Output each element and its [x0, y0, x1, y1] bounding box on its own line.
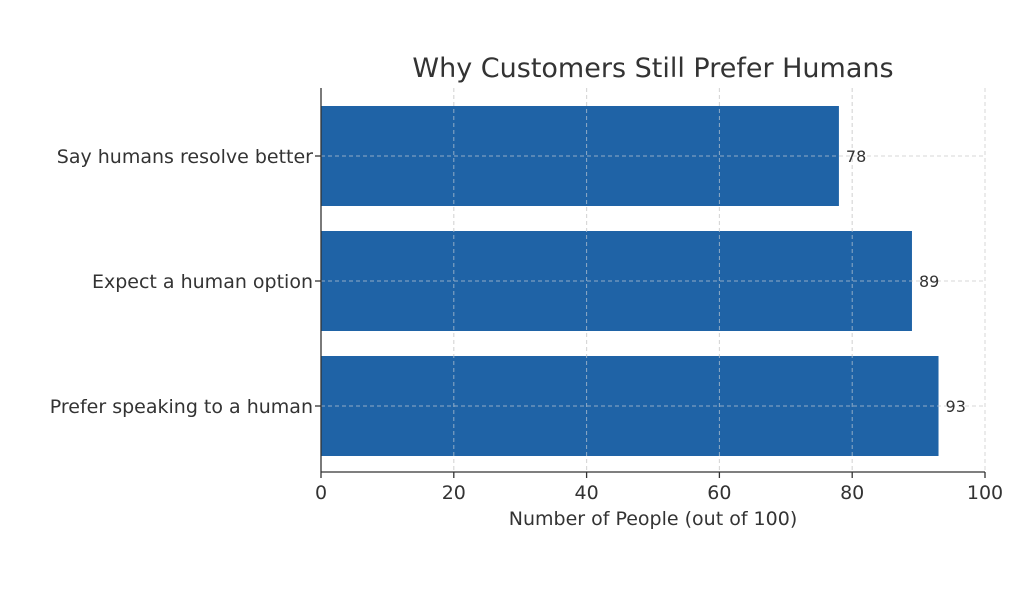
- y-tick-label: Expect a human option: [92, 271, 313, 293]
- y-tick-label: Say humans resolve better: [57, 146, 313, 168]
- x-tick-label: 100: [967, 482, 1003, 504]
- x-tick-label: 20: [442, 482, 466, 504]
- data-label: 89: [919, 272, 939, 291]
- x-tick-label: 0: [315, 482, 327, 504]
- data-label: 93: [946, 397, 966, 416]
- data-label: 78: [846, 147, 866, 166]
- chart-title: Why Customers Still Prefer Humans: [412, 53, 893, 84]
- x-axis-label: Number of People (out of 100): [509, 508, 797, 530]
- x-tick-label: 80: [840, 482, 864, 504]
- y-tick-label: Prefer speaking to a human: [50, 396, 313, 418]
- x-tick-label: 60: [707, 482, 731, 504]
- x-tick-label: 40: [575, 482, 599, 504]
